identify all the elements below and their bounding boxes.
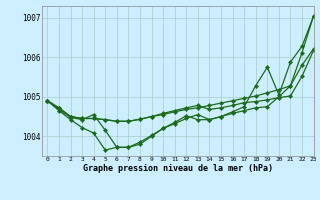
X-axis label: Graphe pression niveau de la mer (hPa): Graphe pression niveau de la mer (hPa): [83, 164, 273, 173]
